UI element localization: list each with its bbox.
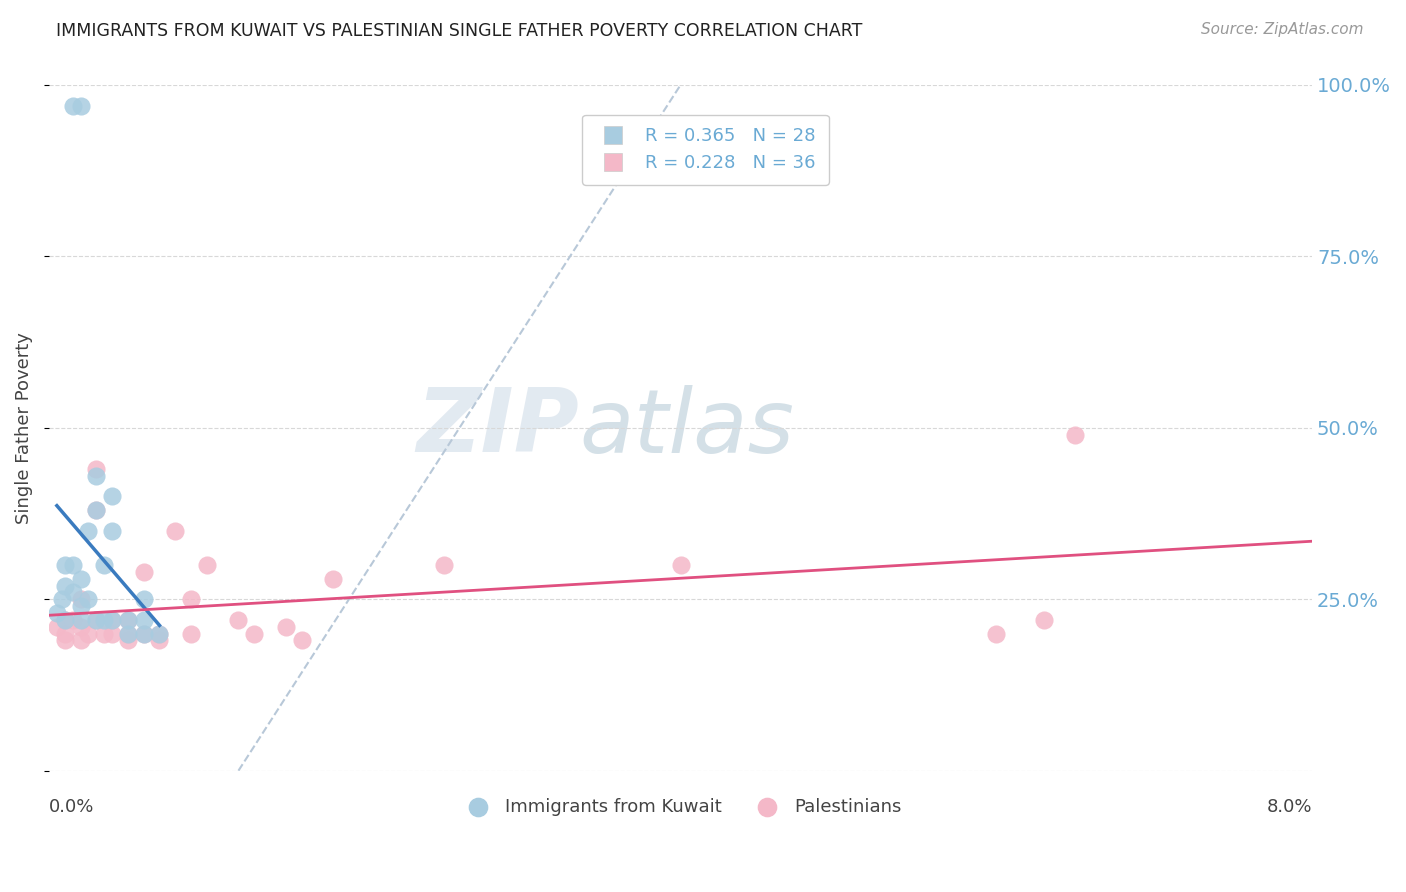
Point <box>132 613 155 627</box>
Point <box>291 633 314 648</box>
Point <box>180 592 202 607</box>
Point <box>77 524 100 538</box>
Point <box>69 620 91 634</box>
Point <box>62 585 84 599</box>
Point <box>77 592 100 607</box>
Point <box>69 633 91 648</box>
Point <box>195 558 218 572</box>
Point <box>274 620 297 634</box>
Point <box>62 98 84 112</box>
Point <box>86 613 108 627</box>
Point <box>669 558 692 572</box>
Point <box>117 613 139 627</box>
Text: 0.0%: 0.0% <box>49 798 94 816</box>
Point <box>45 606 67 620</box>
Point <box>93 613 115 627</box>
Text: 8.0%: 8.0% <box>1267 798 1312 816</box>
Point <box>53 613 76 627</box>
Point <box>53 558 76 572</box>
Point <box>322 572 344 586</box>
Point <box>86 613 108 627</box>
Point <box>53 578 76 592</box>
Point <box>53 626 76 640</box>
Point <box>62 613 84 627</box>
Text: ZIP: ZIP <box>416 384 579 471</box>
Point <box>117 626 139 640</box>
Point <box>53 633 76 648</box>
Y-axis label: Single Father Poverty: Single Father Poverty <box>15 332 32 524</box>
Point <box>51 592 73 607</box>
Point <box>1032 613 1054 627</box>
Point <box>228 613 250 627</box>
Point <box>117 633 139 648</box>
Point <box>86 503 108 517</box>
Text: Source: ZipAtlas.com: Source: ZipAtlas.com <box>1201 22 1364 37</box>
Point <box>165 524 187 538</box>
Point <box>101 613 124 627</box>
Point <box>93 626 115 640</box>
Point <box>101 613 124 627</box>
Point <box>1064 427 1087 442</box>
Legend: Immigrants from Kuwait, Palestinians: Immigrants from Kuwait, Palestinians <box>453 791 908 823</box>
Point <box>433 558 456 572</box>
Point <box>93 558 115 572</box>
Point <box>77 626 100 640</box>
Point <box>69 592 91 607</box>
Point <box>243 626 266 640</box>
Point <box>148 626 170 640</box>
Point <box>117 613 139 627</box>
Point <box>132 626 155 640</box>
Point <box>180 626 202 640</box>
Point <box>132 565 155 579</box>
Text: IMMIGRANTS FROM KUWAIT VS PALESTINIAN SINGLE FATHER POVERTY CORRELATION CHART: IMMIGRANTS FROM KUWAIT VS PALESTINIAN SI… <box>56 22 863 40</box>
Point <box>132 626 155 640</box>
Point <box>69 613 91 627</box>
Point <box>101 489 124 503</box>
Point <box>86 503 108 517</box>
Point <box>117 626 139 640</box>
Point <box>53 613 76 627</box>
Point <box>86 468 108 483</box>
Point <box>69 599 91 613</box>
Point <box>101 626 124 640</box>
Point <box>986 626 1008 640</box>
Point <box>69 572 91 586</box>
Point <box>45 620 67 634</box>
Point <box>132 592 155 607</box>
Point <box>148 626 170 640</box>
Point <box>69 98 91 112</box>
Point <box>148 633 170 648</box>
Point <box>101 524 124 538</box>
Text: atlas: atlas <box>579 384 794 471</box>
Point <box>86 462 108 476</box>
Point <box>62 558 84 572</box>
